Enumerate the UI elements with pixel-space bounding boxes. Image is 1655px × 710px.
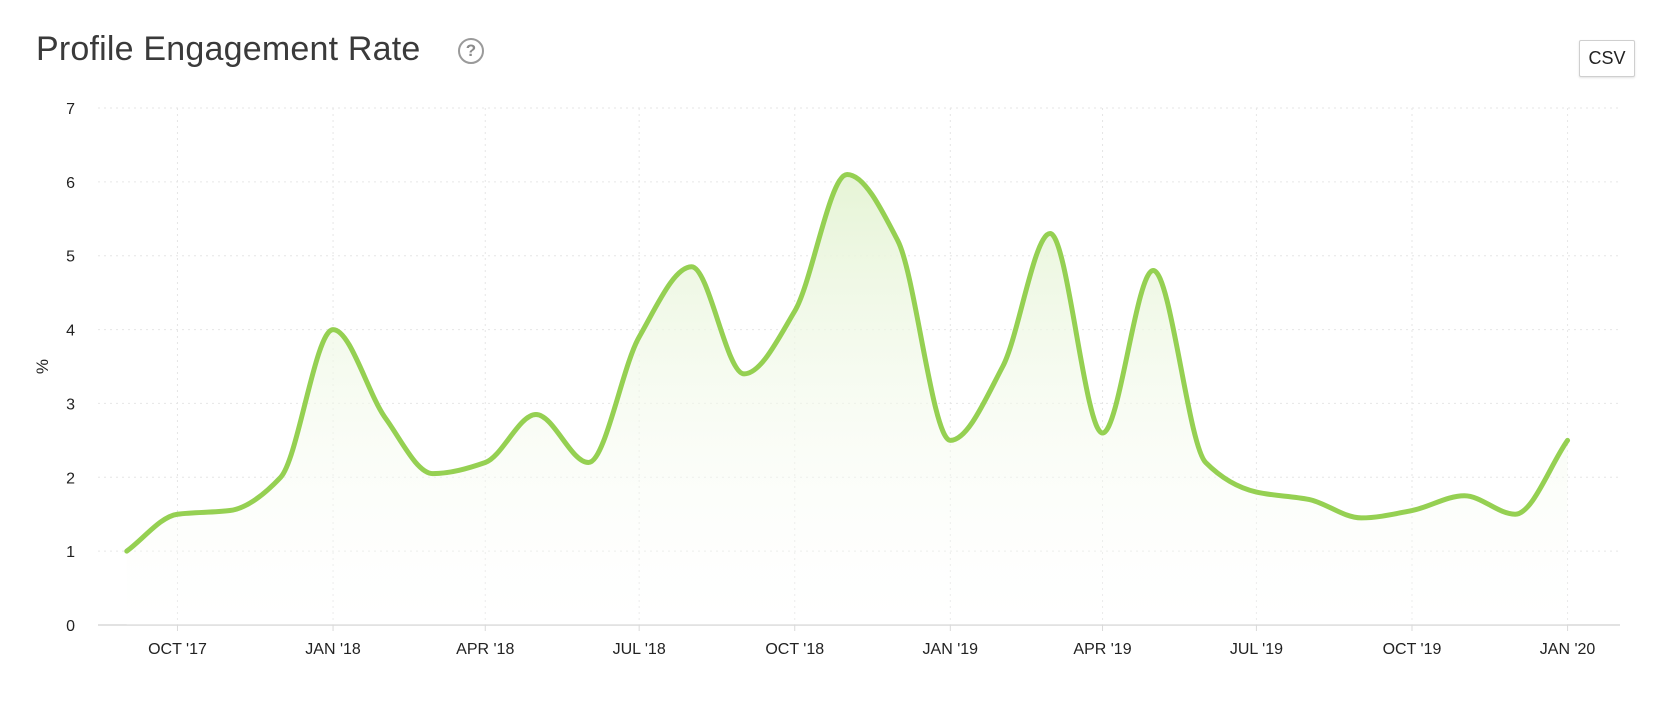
y-tick-label: 1: [66, 544, 75, 561]
data-point: [1100, 430, 1105, 435]
data-point: [1203, 460, 1208, 465]
data-point: [895, 238, 900, 243]
data-point: [1048, 231, 1053, 236]
data-point: [331, 327, 336, 332]
chart-title: Profile Engagement Rate: [36, 30, 421, 68]
data-point: [1409, 508, 1414, 513]
data-point: [1151, 268, 1156, 273]
y-tick-label: 5: [66, 249, 75, 266]
x-tick-label: JAN '18: [305, 641, 361, 658]
x-tick-label: JAN '20: [1540, 641, 1596, 658]
data-point: [586, 460, 591, 465]
x-tick-label: OCT '17: [148, 641, 207, 658]
data-point: [1000, 364, 1005, 369]
x-tick-label: OCT '19: [1383, 641, 1442, 658]
data-point: [792, 309, 797, 314]
data-point: [1254, 490, 1259, 495]
data-point: [689, 264, 694, 269]
data-point: [1306, 497, 1311, 502]
data-point: [1462, 493, 1467, 498]
csv-export-button[interactable]: CSV: [1579, 40, 1635, 77]
x-tick-label: JUL '18: [613, 641, 666, 658]
data-point: [1359, 515, 1364, 520]
series-area: [126, 174, 1568, 625]
data-point: [430, 471, 435, 476]
data-point: [742, 371, 747, 376]
data-point: [1513, 512, 1518, 517]
data-point: [175, 512, 180, 517]
data-point: [278, 475, 283, 480]
data-point: [533, 412, 538, 417]
data-point: [1565, 438, 1570, 443]
y-tick-label: 7: [66, 101, 75, 118]
data-point: [124, 549, 129, 554]
data-point: [483, 460, 488, 465]
x-tick-label: OCT '18: [765, 641, 824, 658]
y-axis-title: %: [33, 359, 52, 374]
data-point: [948, 438, 953, 443]
tick-labels: 0 1 2 3 4 5 6 7 OCT '17 JAN '18 APR '18 JUL '18 OCT …: [33, 101, 1595, 658]
data-point: [383, 416, 388, 421]
y-tick-label: 0: [66, 618, 75, 635]
y-tick-label: 2: [66, 470, 75, 487]
data-point: [227, 508, 232, 513]
data-point: [845, 172, 850, 177]
x-tick-label: APR '18: [456, 641, 514, 658]
x-tick-label: APR '19: [1073, 641, 1131, 658]
x-tick-label: JAN '19: [923, 641, 979, 658]
y-tick-label: 4: [66, 323, 75, 340]
axes: [98, 624, 1620, 631]
y-tick-label: 6: [66, 175, 75, 192]
help-icon[interactable]: ?: [458, 38, 484, 64]
x-tick-label: JUL '19: [1230, 641, 1283, 658]
y-tick-label: 3: [66, 396, 75, 413]
series-line: [124, 171, 1571, 554]
data-point: [637, 334, 642, 339]
